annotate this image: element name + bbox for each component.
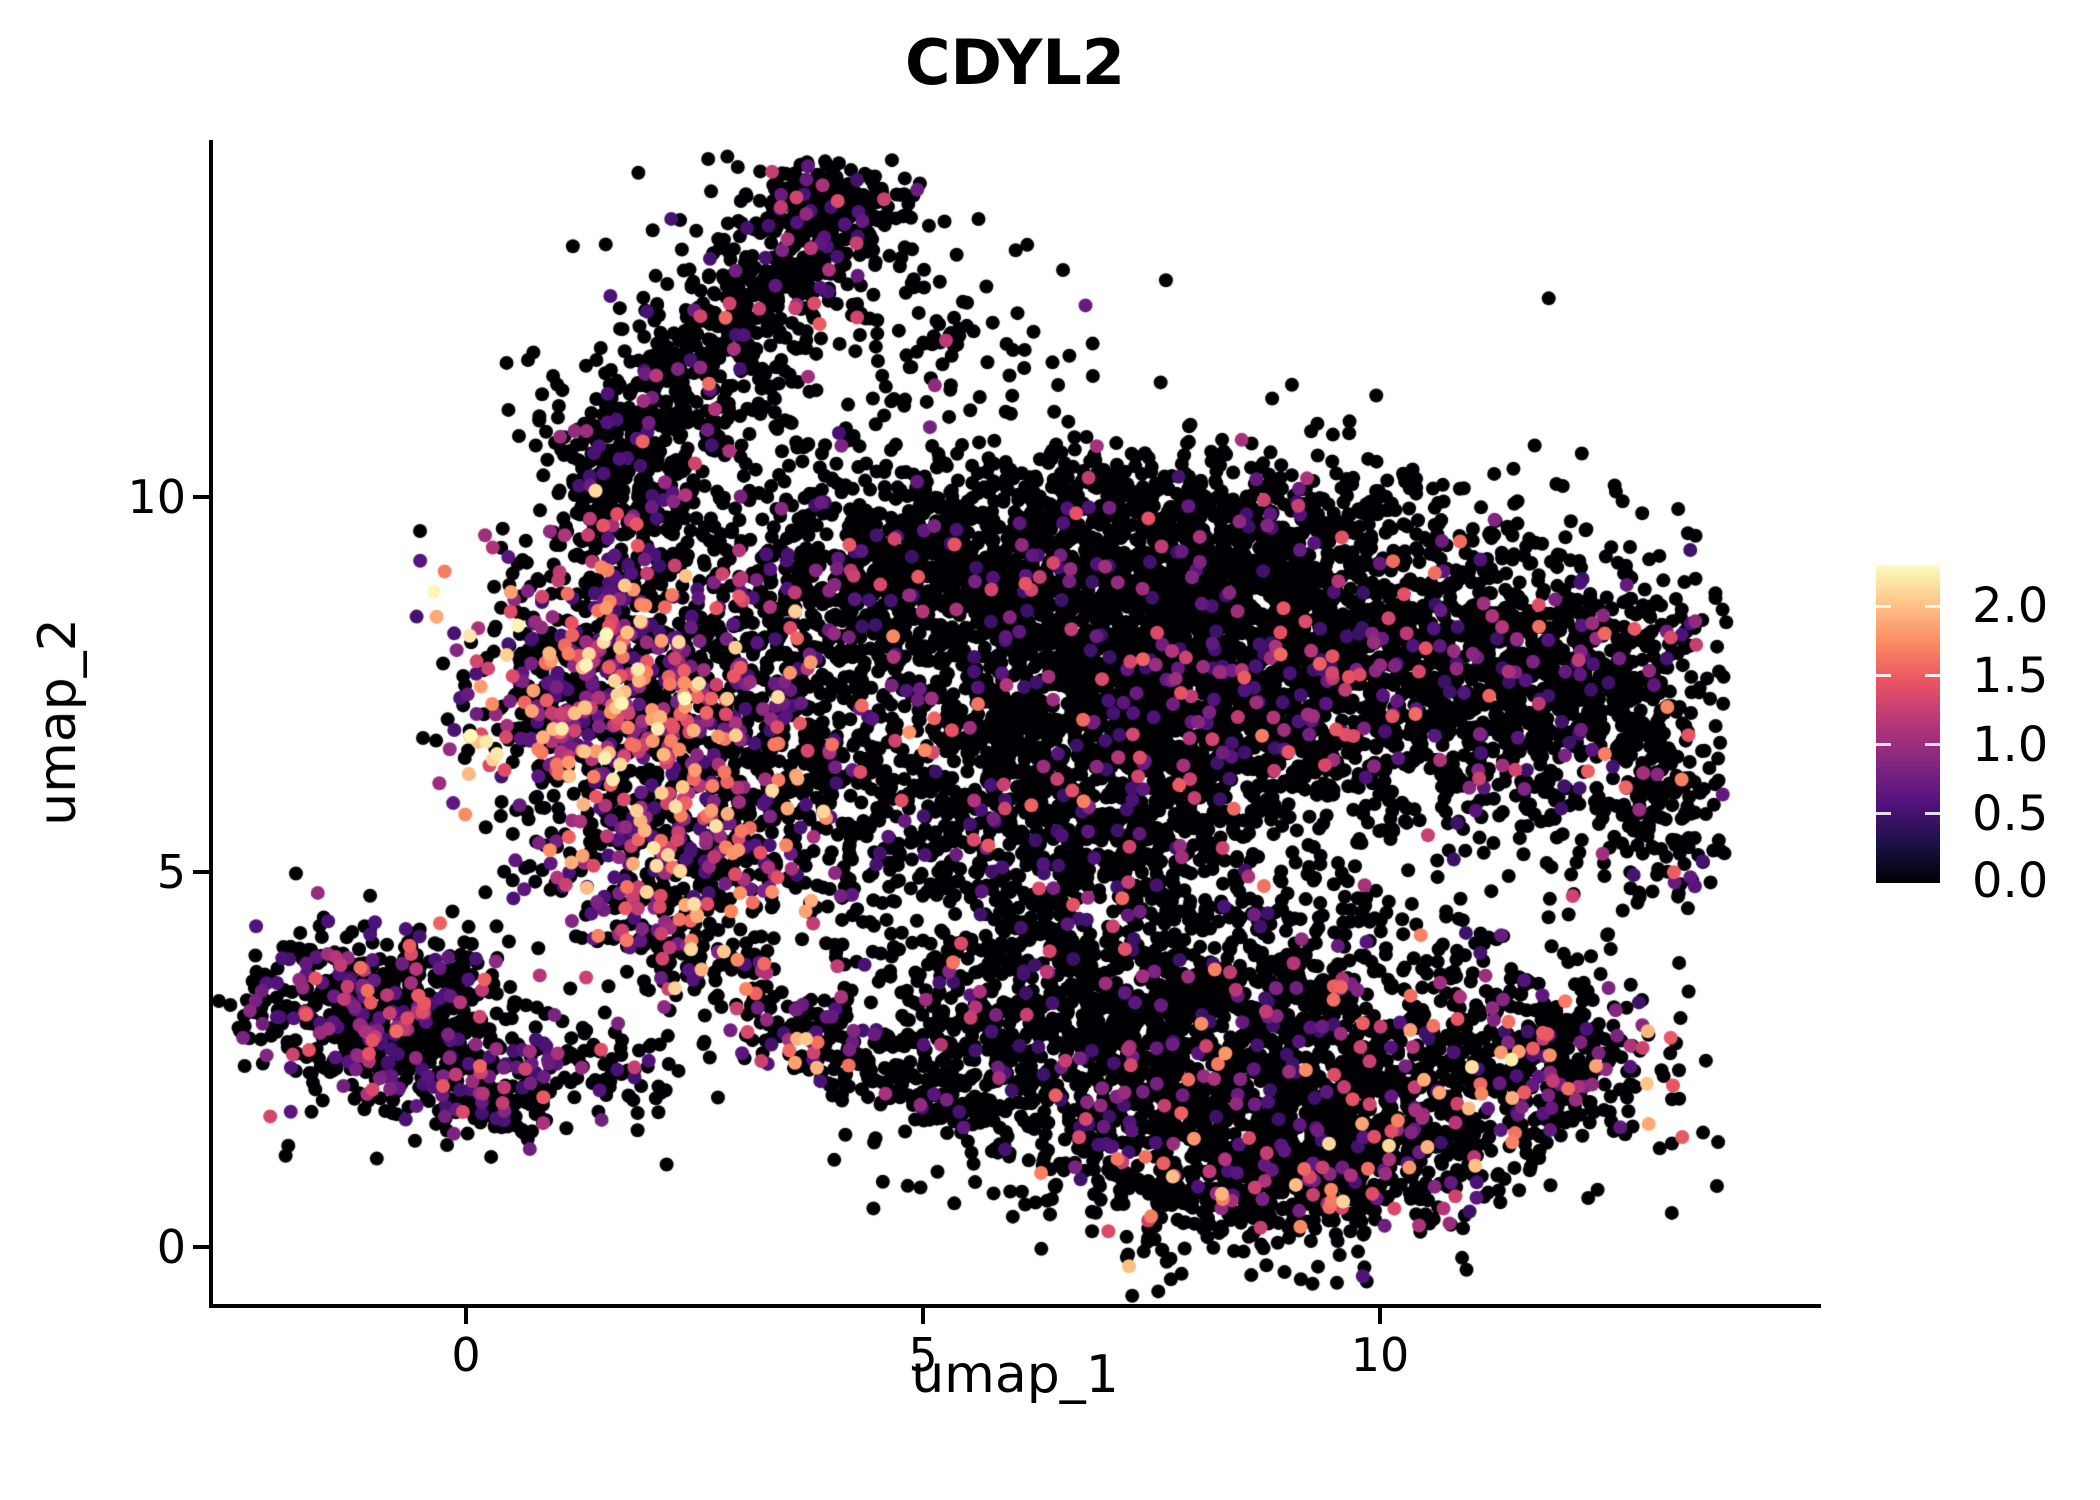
x-tick-mark bbox=[464, 1308, 468, 1324]
colorbar-tick-mark bbox=[1925, 812, 1940, 816]
x-tick-mark bbox=[921, 1308, 925, 1324]
x-axis-title: umap_1 bbox=[911, 1345, 1119, 1405]
colorbar-tick-label: 1.5 bbox=[1972, 647, 2049, 704]
colorbar-tick-mark bbox=[1925, 604, 1940, 608]
y-tick-mark bbox=[193, 1245, 209, 1249]
y-axis-line bbox=[209, 140, 213, 1307]
x-tick-mark bbox=[1378, 1308, 1382, 1324]
y-tick-mark bbox=[193, 495, 209, 499]
x-tick-label: 5 bbox=[908, 1328, 938, 1382]
colorbar-tick-label: 2.0 bbox=[1972, 578, 2049, 635]
colorbar-tick-label: 0.5 bbox=[1972, 785, 2049, 842]
y-tick-label: 10 bbox=[127, 470, 186, 524]
colorbar-tick-mark bbox=[1876, 604, 1891, 608]
y-tick-label: 0 bbox=[156, 1220, 186, 1274]
y-tick-mark bbox=[193, 870, 209, 874]
x-tick-label: 0 bbox=[451, 1328, 481, 1382]
colorbar-tick-label: 1.0 bbox=[1972, 716, 2049, 773]
x-axis-line bbox=[209, 1304, 1821, 1308]
colorbar-tick-mark bbox=[1876, 743, 1891, 747]
colorbar-tick-mark bbox=[1876, 674, 1891, 678]
colorbar-gradient bbox=[1876, 565, 1940, 883]
colorbar-tick-mark bbox=[1876, 812, 1891, 816]
y-axis-title: umap_2 bbox=[28, 618, 88, 826]
x-tick-label: 10 bbox=[1350, 1328, 1410, 1382]
y-tick-label: 5 bbox=[156, 845, 186, 899]
colorbar-tick-mark bbox=[1925, 743, 1940, 747]
colorbar-tick-mark bbox=[1925, 674, 1940, 678]
colorbar-tick-label: 0.0 bbox=[1972, 853, 2049, 909]
